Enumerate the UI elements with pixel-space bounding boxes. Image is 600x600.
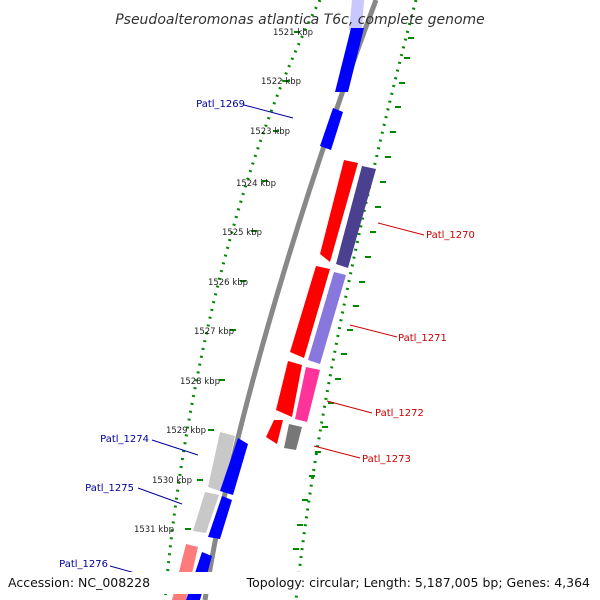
label-leader [349,324,398,338]
label-leader [137,487,183,505]
tick-label: 1521 kbp [273,28,313,38]
tick-label: 1522 kbp [261,77,301,87]
gene-label[interactable]: Patl_1270 [426,230,475,241]
tick-label: 1531 kbp [134,525,174,535]
tick-label: 1528 kbp [180,377,220,387]
gene-label-leaders [109,104,425,581]
label-leader [326,400,373,414]
tick-label: 1527 kbp [194,327,234,337]
genome-backbone [202,0,379,600]
cds-block[interactable] [276,361,302,417]
cds-block[interactable] [290,266,330,358]
topology-text: Topology: circular; Length: 5,187,005 bp… [246,575,590,590]
tick-label: 1530 kbp [152,476,192,486]
cds-block[interactable] [295,367,320,422]
cds-block[interactable] [208,496,232,539]
gene-blocks [172,0,376,600]
gene-label[interactable]: Patl_1271 [398,333,447,344]
outer-dotted-guide [294,0,418,600]
cds-block[interactable] [308,272,346,364]
genome-title: Pseudoalteromonas atlantica T6c, complet… [115,12,485,28]
cds-block[interactable] [320,108,343,150]
cds-block[interactable] [208,432,235,492]
gene-label[interactable]: Patl_1269 [196,99,245,110]
label-leader [377,222,425,236]
footer-background [0,572,600,594]
tick-label: 1525 kbp [222,228,262,238]
cds-block[interactable] [193,492,219,533]
gene-label[interactable]: Patl_1276 [59,559,108,570]
tick-label: 1523 kbp [250,127,290,137]
gene-labels: Patl_1269 Patl_1274 Patl_1275 Patl_1276 Patl… [59,99,475,570]
tick-label: 1529 kbp [166,426,206,436]
cds-block[interactable] [336,166,376,268]
tick-marks [173,31,414,579]
cds-block[interactable] [335,28,364,92]
cds-block[interactable] [284,424,302,450]
tick-label: 1524 kbp [236,179,276,189]
accession-text: Accession: NC_008228 [8,575,150,590]
gene-label[interactable]: Patl_1272 [375,408,424,419]
gene-label[interactable]: Patl_1273 [362,454,411,465]
cds-block[interactable] [220,438,248,495]
dotted-guides [163,0,418,600]
cds-block[interactable] [320,160,358,262]
label-leader [243,104,294,119]
label-leader [151,439,199,456]
gene-label[interactable]: Patl_1274 [100,434,149,445]
gene-label[interactable]: Patl_1275 [85,483,134,494]
cds-block[interactable] [266,420,283,444]
label-leader [313,445,361,459]
inner-dotted-guide [163,0,322,600]
tick-label: 1526 kbp [208,278,248,288]
cds-block[interactable] [349,0,364,30]
